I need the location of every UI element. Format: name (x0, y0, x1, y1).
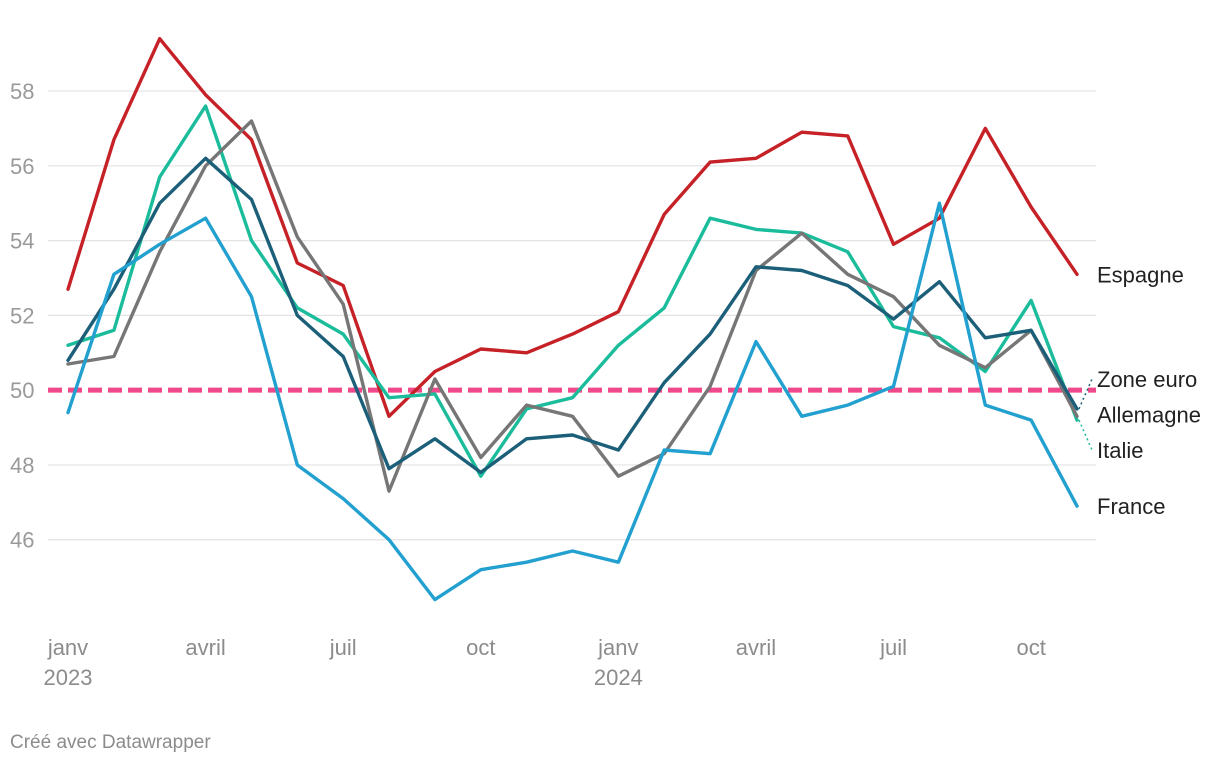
series-label-france: France (1097, 494, 1165, 519)
y-tick-label-56: 56 (10, 154, 34, 179)
x-tick-label-2023-10: oct (466, 635, 495, 660)
y-axis-ticks: 46 48 50 52 54 56 58 (10, 79, 34, 553)
series-label-italie: Italie (1097, 438, 1143, 463)
series-end-labels: Espagne Zone euro Allemagne Italie France (1078, 262, 1201, 519)
series-line-zone-euro (66, 156, 1079, 475)
series-label-allemagne: Allemagne (1097, 402, 1201, 427)
series-lines (66, 37, 1079, 602)
y-tick-label-58: 58 (10, 79, 34, 104)
series-line-espagne (66, 37, 1079, 418)
y-tick-label-52: 52 (10, 303, 34, 328)
x-tick-label-2023-07: juil (329, 635, 357, 660)
x-tick-label-2023-01: janv (47, 635, 88, 660)
credit-text: Créé avec Datawrapper (10, 732, 211, 753)
x-tick-label-2024-01: janv (597, 635, 638, 660)
series-label-zone-euro: Zone euro (1097, 367, 1197, 392)
series-label-espagne: Espagne (1097, 262, 1184, 287)
x-tick-label-2024-10: oct (1016, 635, 1045, 660)
x-tick-label-2024-04: avril (736, 635, 776, 660)
grid-lines (48, 90, 1096, 541)
x-tick-label-2023-04: avril (185, 635, 225, 660)
x-tick-year-2023-01: 2023 (44, 665, 93, 690)
x-tick-year-2024-01: 2024 (594, 665, 643, 690)
series-line-france (66, 201, 1079, 602)
y-tick-label-46: 46 (10, 528, 34, 553)
y-tick-label-54: 54 (10, 229, 34, 254)
series-line-allemagne (66, 119, 1079, 493)
y-tick-label-48: 48 (10, 453, 34, 478)
x-tick-label-2024-07: juil (879, 635, 907, 660)
label-connector-zone-euro (1078, 378, 1093, 410)
y-tick-label-50: 50 (10, 378, 34, 403)
label-connector-italie (1078, 419, 1093, 451)
x-axis-ticks: janv 2023 avril juil oct janv 2024 avril juil oct (44, 635, 1046, 690)
